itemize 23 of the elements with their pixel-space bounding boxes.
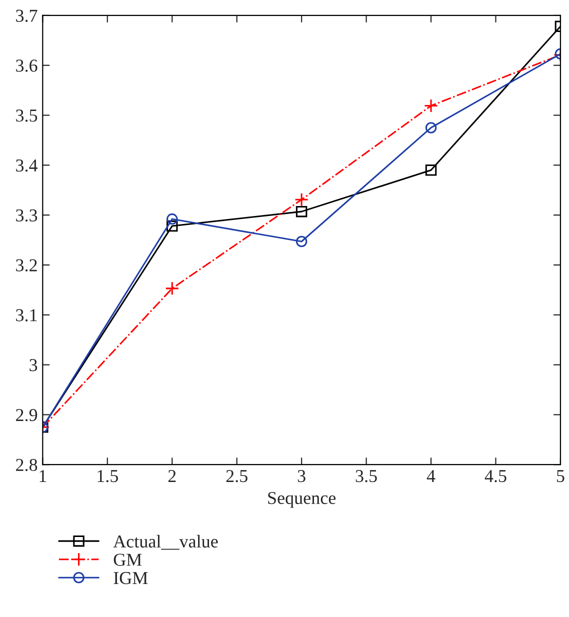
y-tick-label: 3.5	[16, 110, 38, 122]
y-tick-label: 3.3	[16, 209, 38, 222]
y-tick-label: 3.6	[16, 60, 38, 72]
legend-label: IGM	[114, 572, 148, 584]
legend-label: Actual__value	[113, 534, 218, 550]
x-axis-title: Sequence	[268, 492, 336, 508]
x-tick-label: 1	[40, 470, 46, 482]
x-tick-label: 4	[426, 470, 436, 482]
y-tick-label: 2.9	[16, 409, 38, 422]
x-tick-label: 3.5	[356, 470, 377, 482]
y-tick-label: 3.7	[16, 10, 38, 22]
x-tick-label: 5	[557, 470, 564, 482]
y-tick-label: 2.8	[16, 458, 38, 472]
y-tick-label: 3	[30, 359, 38, 372]
x-tick-label: 2	[168, 470, 176, 482]
y-tick-label: 3.4	[16, 159, 38, 172]
x-tick-label: 1.5	[98, 470, 118, 482]
x-tick-label: 4.5	[484, 470, 506, 482]
legend-label: GM	[114, 554, 142, 566]
y-tick-label: 3.2	[16, 259, 37, 272]
x-tick-label: 2.5	[226, 470, 248, 482]
y-tick-label: 3.1	[16, 309, 37, 322]
x-tick-label: 3	[298, 470, 306, 482]
